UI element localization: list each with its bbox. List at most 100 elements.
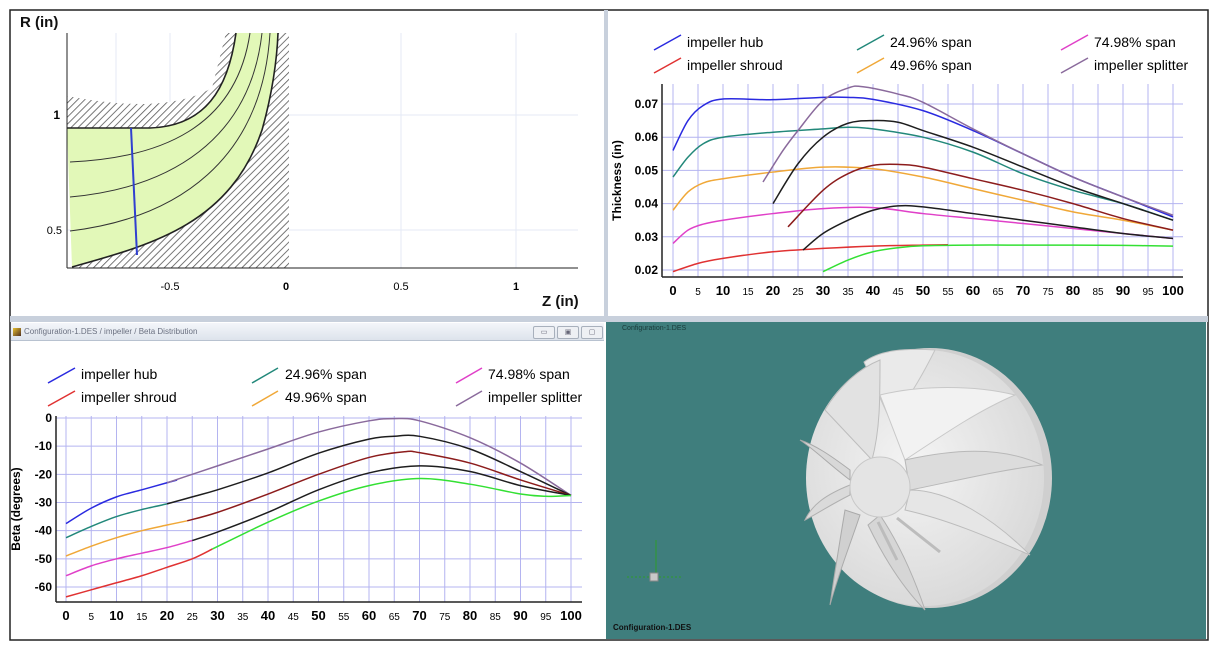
legend-label-span75: 74.98% span (488, 366, 570, 382)
x-tick-label: 25 (792, 287, 804, 298)
axis-triad (627, 540, 683, 582)
x-tick-label: 45 (892, 287, 904, 298)
x-tick-label: 55 (942, 287, 954, 298)
y-tick-label: 0 (45, 411, 52, 425)
x-tick-label: 35 (842, 287, 854, 298)
legend-label-span25: 24.96% span (285, 366, 367, 382)
series-line-49-96-span[interactable] (65, 520, 188, 557)
beta-chart-panel[interactable]: impeller hub impeller shroud 24.96% span… (9, 366, 582, 623)
x-tick-label: 0 (62, 608, 69, 623)
series-line-impeller-hub[interactable] (65, 479, 178, 525)
series-line-49-96-span[interactable] (672, 166, 1174, 231)
series-line[interactable] (186, 450, 572, 522)
series-line-74-98-span[interactable] (672, 206, 1174, 245)
series-line[interactable] (212, 477, 572, 550)
z-axis-label: Z (in) (542, 293, 579, 310)
legend-swatch-span75 (455, 367, 483, 384)
impeller-blade (824, 359, 881, 461)
beta-window-titlebar[interactable]: Configuration-1.DES / impeller / Beta Di… (11, 323, 604, 341)
x-tick-label: 30 (816, 283, 830, 298)
x-tick-label: 15 (136, 612, 148, 623)
z-tick-label: 0.5 (393, 281, 408, 293)
series-line[interactable] (192, 465, 572, 542)
legend-swatch-shroud (47, 390, 76, 407)
x-tick-label: 50 (311, 608, 325, 623)
x-tick-label: 95 (540, 612, 552, 623)
x-tick-label: 30 (210, 608, 224, 623)
splitter-blade (876, 521, 899, 561)
y-tick-label: 0.06 (635, 130, 659, 144)
impeller-hub-nose (849, 456, 911, 518)
x-tick-label: 75 (1042, 287, 1054, 298)
series-line-24-96-span[interactable] (65, 503, 168, 539)
impeller-blade (829, 509, 861, 606)
viewer-bottom-label: Configuration-1.DES (613, 623, 692, 632)
x-tick-label: 55 (338, 612, 350, 623)
y-tick-label: -30 (35, 496, 53, 510)
series-line-impeller-splitter[interactable] (762, 85, 1174, 216)
y-tick-label: -60 (35, 580, 53, 594)
r-tick-label: 1 (53, 108, 60, 122)
x-tick-label: 10 (716, 283, 730, 298)
legend: impeller hub impeller shroud 24.96% span… (47, 366, 582, 407)
splitter-blade (896, 516, 941, 554)
impeller-blade (867, 514, 926, 611)
x-tick-label: 25 (187, 612, 199, 623)
legend-label-hub: impeller hub (81, 366, 157, 382)
y-tick-label: -40 (35, 524, 53, 538)
series-line[interactable] (787, 163, 1174, 231)
close-button[interactable]: ▢ (581, 326, 603, 339)
y-tick-label: -50 (35, 552, 53, 566)
impeller-blade (799, 439, 851, 482)
shroud-contour[interactable] (67, 32, 237, 129)
impeller-blade (879, 387, 1017, 461)
y-tick-label: -10 (35, 439, 53, 453)
x-tick-label: 85 (490, 612, 502, 623)
maximize-button[interactable]: ▣ (557, 326, 579, 339)
series-line-impeller-shroud[interactable] (672, 244, 949, 273)
legend-label-span75: 74.98% span (1094, 34, 1176, 50)
x-tick-label: 90 (513, 608, 527, 623)
meridional-view-panel[interactable]: R (in) Z (in) -0.5 0 0.5 1 1 0.5 (20, 14, 579, 310)
x-tick-label: 60 (362, 608, 376, 623)
beta-window-title: Configuration-1.DES / impeller / Beta Di… (24, 327, 198, 336)
series-line-24-96-span[interactable] (672, 126, 1174, 221)
leading-edge-line[interactable] (130, 127, 138, 256)
legend-label-hub: impeller hub (687, 34, 763, 50)
legend-swatch-span50 (251, 390, 279, 407)
x-tick-label: 95 (1142, 287, 1154, 298)
minimize-button[interactable]: ▭ (533, 326, 555, 339)
y-tick-label: 0.02 (635, 263, 659, 277)
shroud-hatch-region (67, 33, 236, 128)
x-tick-label: 90 (1116, 283, 1130, 298)
x-tick-label: 20 (766, 283, 780, 298)
series-line[interactable] (166, 434, 572, 505)
vertical-splitter[interactable] (604, 10, 608, 320)
series-line[interactable] (772, 119, 1174, 221)
streamline (69, 32, 271, 232)
series-line-impeller-shroud[interactable] (65, 548, 213, 598)
series-line[interactable] (822, 244, 1174, 273)
legend-label-shroud: impeller shroud (687, 57, 783, 73)
x-tick-label: 60 (966, 283, 980, 298)
hub-contour[interactable] (71, 32, 279, 268)
legend-swatch-span75 (1060, 34, 1089, 51)
legend-label-splitter: impeller splitter (1094, 57, 1188, 73)
x-tick-label: 10 (109, 608, 123, 623)
series-line[interactable] (802, 204, 1174, 251)
legend-swatch-span25 (856, 34, 885, 51)
legend-swatch-splitter (1060, 57, 1089, 74)
legend-swatch-span50 (856, 57, 885, 74)
series-line-74-98-span[interactable] (65, 539, 193, 577)
thickness-chart-panel[interactable]: impeller hub impeller shroud 24.96% span… (610, 34, 1188, 298)
impeller-model[interactable] (799, 348, 1052, 611)
x-tick-label: 65 (992, 287, 1004, 298)
3d-viewer-panel[interactable]: Configuration-1.DES Configuration-1.DES (606, 322, 1206, 639)
horizontal-splitter[interactable] (10, 316, 1208, 322)
app-icon (13, 327, 21, 336)
y-tick-label: -20 (35, 467, 53, 481)
series-line-impeller-splitter[interactable] (166, 417, 572, 497)
y-tick-label: 0.07 (635, 97, 659, 111)
x-tick-label: 0 (669, 283, 676, 298)
